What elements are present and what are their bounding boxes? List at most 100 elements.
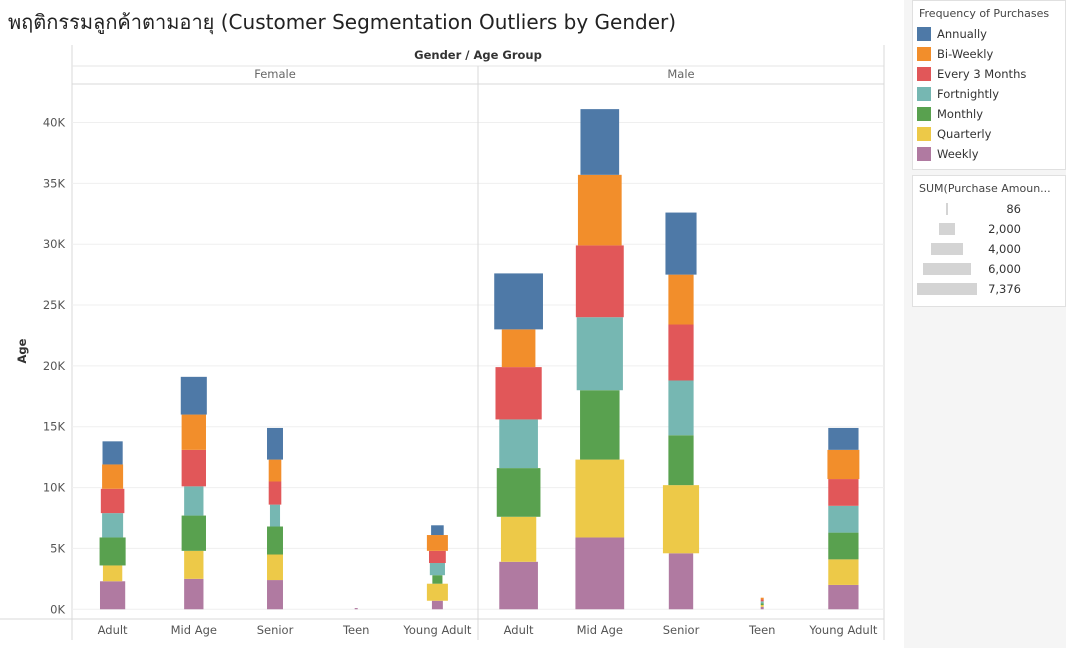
size-legend-label: 86 [1006,202,1021,216]
size-legend-label: 2,000 [988,222,1021,236]
bar-segment-bi-weekly [102,464,124,489]
size-legend-item: 4,000 [913,239,1065,259]
bar-segment-fortnightly [760,601,764,604]
size-legend-item: 2,000 [913,219,1065,239]
bar-segment-every-3-months [428,550,446,564]
bar-segment-fortnightly [102,513,124,538]
legend-item-fortnightly[interactable]: Fortnightly [913,84,1065,104]
bar-segment-annually [102,441,123,465]
size-legend-title: SUM(Purchase Amoun... [919,182,1051,195]
legend-item-annually[interactable]: Annually [913,24,1065,44]
bar-segment-annually [494,273,543,330]
size-legend-bar [917,283,977,295]
bar-segment-weekly [575,537,625,610]
size-legend[interactable]: SUM(Purchase Amoun... 86 2,000 4,000 6,000 7… [912,175,1066,307]
y-tick-label: 35K [43,176,66,190]
size-legend-label: 6,000 [988,262,1021,276]
legend-item-monthly[interactable]: Monthly [913,104,1065,124]
size-legend-label: 7,376 [988,282,1021,296]
bar-segment-annually [828,427,859,450]
legend-swatch [917,87,931,101]
legend-label: Annually [937,27,987,41]
bar-segment-annually [431,525,444,536]
legend-item-bi-weekly[interactable]: Bi-Weekly [913,44,1065,64]
stacked-bar-chart: Gender / Age Group 0K 5K 10K 15K 20K 25K 30K 35K… [0,45,885,640]
x-tick-label: Senior [663,623,700,637]
bar-segment-annually [580,109,620,175]
bar-segment-weekly [267,580,283,610]
bar-segment-quarterly [662,485,700,554]
x-tick-label: Adult [504,623,534,637]
legend-swatch [917,47,931,61]
bar-segment-monthly [760,603,764,606]
color-legend-title: Frequency of Purchases [919,7,1050,20]
legend-item-weekly[interactable]: Weekly [913,144,1065,164]
bar-segment-every-3-months [575,245,624,318]
x-tick-label: Teen [748,623,776,637]
size-legend-items: 86 2,000 4,000 6,000 7,376 [913,199,1065,299]
bar-segment-bi-weekly [668,274,694,325]
bar-segment-every-3-months [181,449,206,487]
legend-item-every-3-months[interactable]: Every 3 Months [913,64,1065,84]
bar-segment-quarterly [267,554,283,581]
legend-item-quarterly[interactable]: Quarterly [913,124,1065,144]
legend-swatch [917,67,931,81]
size-legend-bar [946,203,948,215]
color-legend-items: Annually Bi-Weekly Every 3 Months Fortnight… [913,24,1065,164]
bar-segment-monthly [828,532,859,560]
legend-label: Monthly [937,107,984,121]
bar-segment-fortnightly [269,504,281,527]
bar-segment-bi-weekly [426,535,448,551]
bar-segment-every-3-months [668,324,694,381]
legend-swatch [917,27,931,41]
bar-segment-every-3-months [100,488,125,514]
bar-segment-fortnightly [429,563,445,576]
x-tick-label: Mid Age [577,623,623,637]
bar-segment-every-3-months [268,481,282,505]
bar-segment-quarterly [500,516,537,562]
bar-segment-weekly [828,584,859,610]
x-tick-label: Young Adult [402,623,472,637]
y-axis-label: Age [15,338,29,363]
bar-segment-fortnightly [184,486,204,516]
x-tick-label: Teen [342,623,370,637]
y-tick-label: 25K [43,298,66,312]
legend-swatch [917,147,931,161]
y-tick-label: 10K [43,481,66,495]
bar-segment-monthly [99,537,126,566]
bar-segment-fortnightly [668,380,694,436]
size-legend-bar [938,223,956,235]
bar-segment-fortnightly [499,419,538,469]
legend-label: Quarterly [937,127,992,141]
legend-label: Bi-Weekly [937,47,994,61]
bar-segment-monthly [267,526,283,555]
legend-label: Every 3 Months [937,67,1027,81]
size-legend-bar [930,243,964,255]
bar-segment-quarterly [102,565,123,582]
bar-segment-monthly [432,575,443,584]
x-tick-label: Adult [98,623,128,637]
x-tick-label: Young Adult [808,623,878,637]
size-legend-item: 86 [913,199,1065,219]
bar-segment-bi-weekly [577,174,622,246]
bar-segment-monthly [668,435,694,486]
panel-label-female: Female [254,67,296,81]
bar-segment-fortnightly [828,505,859,533]
size-legend-label: 4,000 [988,242,1021,256]
x-tick-label: Mid Age [171,623,217,637]
bar-segment-bi-weekly [268,459,282,482]
y-tick-label: 5K [50,541,65,555]
bar-segment-bi-weekly [181,414,206,450]
y-tick-label: 30K [43,237,66,251]
bar-segment-quarterly [760,605,764,607]
legend-label: Fortnightly [937,87,1000,101]
header-label: Gender / Age Group [414,48,542,62]
bar-segment-fortnightly [576,317,623,391]
panel-label-male: Male [667,67,694,81]
bar-segment-weekly [760,606,764,610]
bar-segment-weekly [184,578,204,610]
bar-segment-quarterly [828,559,859,585]
bar-segment-weekly [99,581,126,610]
legend-label: Weekly [937,147,979,161]
color-legend[interactable]: Frequency of Purchases Annually Bi-Weekly… [912,0,1066,170]
